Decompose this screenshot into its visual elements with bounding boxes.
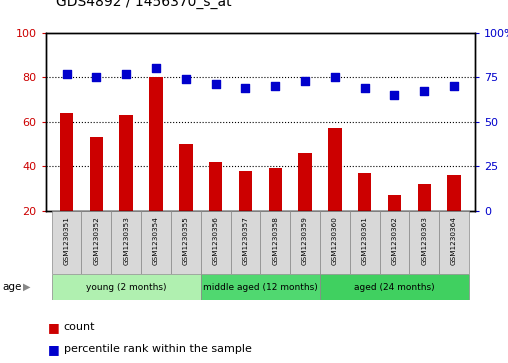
Text: GSM1230357: GSM1230357: [242, 217, 248, 265]
Bar: [111, 211, 141, 274]
Text: ■: ■: [48, 321, 60, 334]
Bar: [201, 211, 231, 274]
Point: [182, 76, 190, 82]
Text: GDS4892 / 1456370_s_at: GDS4892 / 1456370_s_at: [56, 0, 232, 9]
Point: [361, 85, 369, 91]
Text: GSM1230359: GSM1230359: [302, 217, 308, 265]
Bar: [350, 211, 379, 274]
Bar: [141, 211, 171, 274]
Point: [331, 74, 339, 80]
Text: count: count: [64, 322, 95, 333]
Bar: [119, 115, 133, 211]
Point: [211, 81, 219, 87]
Bar: [209, 162, 223, 211]
Bar: [290, 211, 320, 274]
Bar: [409, 211, 439, 274]
Point: [391, 92, 399, 98]
Bar: [171, 211, 201, 274]
Text: percentile rank within the sample: percentile rank within the sample: [64, 344, 251, 354]
Text: GSM1230354: GSM1230354: [153, 217, 159, 265]
Point: [420, 89, 428, 94]
Text: aged (24 months): aged (24 months): [354, 283, 435, 291]
Text: ▶: ▶: [23, 282, 31, 292]
Text: GSM1230355: GSM1230355: [183, 217, 189, 265]
Text: GSM1230352: GSM1230352: [93, 217, 100, 265]
Point: [122, 71, 130, 77]
Bar: [269, 168, 282, 211]
Bar: [320, 274, 469, 300]
Text: GSM1230361: GSM1230361: [362, 217, 368, 265]
Bar: [418, 184, 431, 211]
Bar: [439, 211, 469, 274]
Bar: [60, 113, 73, 211]
Bar: [320, 211, 350, 274]
Bar: [179, 144, 193, 211]
Bar: [388, 195, 401, 211]
Bar: [239, 171, 252, 211]
Text: middle aged (12 months): middle aged (12 months): [203, 283, 318, 291]
Bar: [90, 137, 103, 211]
Text: young (2 months): young (2 months): [86, 283, 167, 291]
Text: GSM1230362: GSM1230362: [392, 217, 397, 265]
Bar: [81, 211, 111, 274]
Text: GSM1230356: GSM1230356: [213, 217, 218, 265]
Point: [301, 78, 309, 83]
Point: [62, 71, 71, 77]
Text: GSM1230360: GSM1230360: [332, 217, 338, 265]
Point: [271, 83, 279, 89]
Bar: [261, 211, 290, 274]
Text: GSM1230364: GSM1230364: [451, 217, 457, 265]
Bar: [201, 274, 320, 300]
Text: GSM1230358: GSM1230358: [272, 217, 278, 265]
Bar: [52, 211, 81, 274]
Bar: [328, 128, 341, 211]
Text: GSM1230351: GSM1230351: [64, 217, 70, 265]
Bar: [231, 211, 260, 274]
Bar: [358, 173, 371, 211]
Bar: [298, 153, 312, 211]
Text: GSM1230353: GSM1230353: [123, 217, 129, 265]
Point: [92, 74, 101, 80]
Bar: [52, 274, 201, 300]
Text: age: age: [3, 282, 22, 292]
Point: [450, 83, 458, 89]
Point: [241, 85, 249, 91]
Bar: [448, 175, 461, 211]
Bar: [379, 211, 409, 274]
Text: GSM1230363: GSM1230363: [421, 217, 427, 265]
Point: [152, 65, 160, 71]
Text: ■: ■: [48, 343, 60, 356]
Bar: [149, 77, 163, 211]
